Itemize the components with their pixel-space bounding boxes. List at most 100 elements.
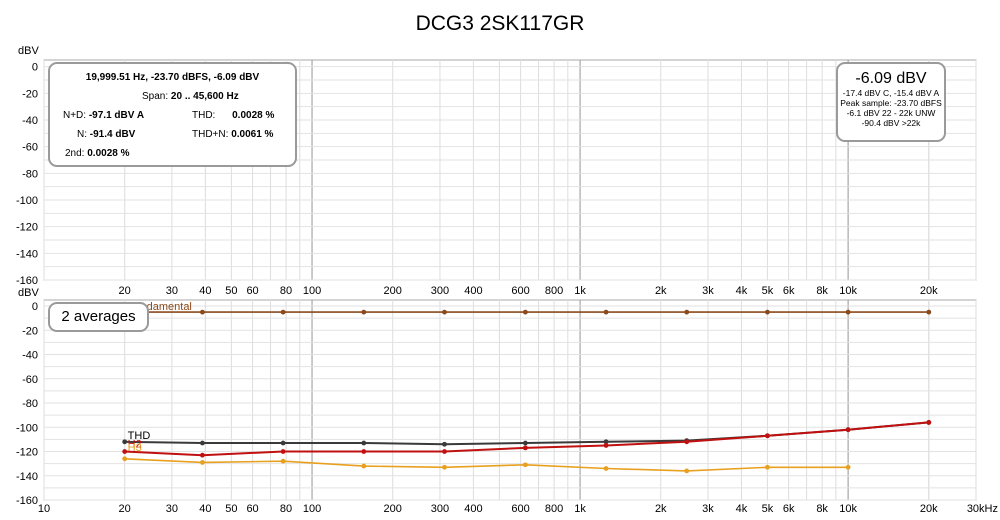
data-point-thd xyxy=(122,439,128,445)
x-tick-label: 10 xyxy=(38,503,50,515)
x-tick-label: 80 xyxy=(280,503,292,515)
top-y-tick-label: 0 xyxy=(32,62,38,74)
mid-x-tick-label: 8k xyxy=(816,285,828,297)
bottom-y-tick-label: -160 xyxy=(16,495,38,507)
data-point-fundamental xyxy=(603,309,609,315)
mid-x-tick-label: 200 xyxy=(384,285,402,297)
n-value: -91.4 dBV xyxy=(89,129,136,140)
second-value: 0.0028 % xyxy=(87,148,130,159)
averages-badge[interactable]: 2 averages xyxy=(48,302,149,332)
data-point-thd xyxy=(200,440,205,446)
span-row: Span: 20 .. 45,600 Hz xyxy=(142,91,239,102)
mid-x-tick-label: 800 xyxy=(545,285,563,297)
data-point-h2 xyxy=(845,427,851,433)
level-main: -6.09 dBV xyxy=(855,70,927,87)
level-line-4: -90.4 dBV >22k xyxy=(861,118,921,128)
series-line-h3 xyxy=(124,458,849,472)
x-tick-label: 30kHz xyxy=(967,503,998,515)
x-tick-label: 20 xyxy=(119,503,131,515)
data-point-h3 xyxy=(845,464,851,470)
nd-row: N+D: -97.1 dBV A xyxy=(63,110,144,121)
x-tick-label: 100 xyxy=(303,503,321,515)
data-point-h2 xyxy=(361,449,367,454)
n-row: N: -91.4 dBV xyxy=(77,129,135,140)
bottom-y-tick-label: -100 xyxy=(16,422,38,434)
span-label: Span: xyxy=(142,91,169,102)
top-y-tick-label: -160 xyxy=(16,275,38,287)
x-tick-label: 20k xyxy=(920,503,938,515)
data-point-thd xyxy=(442,441,447,447)
x-tick-label: 5k xyxy=(762,503,774,515)
mid-x-tick-label: 4k xyxy=(736,285,748,297)
data-point-h3 xyxy=(603,466,609,471)
mid-x-tick-label: 20 xyxy=(119,285,131,297)
top-y-tick-label: -20 xyxy=(22,88,38,100)
top-y-tick-label: -80 xyxy=(22,168,38,180)
bottom-y-tick-label: -120 xyxy=(16,447,38,459)
measurement-box: 19,999.51 Hz, -23.70 dBFS, -6.09 dBV Spa… xyxy=(48,62,297,167)
data-point-fundamental xyxy=(522,309,528,315)
bottom-y-axis-label: dBV xyxy=(18,287,39,299)
second-row: 2nd: 0.0028 % xyxy=(65,148,130,159)
thdn-label: THD+N: xyxy=(192,129,229,140)
mid-x-tick-label: 60 xyxy=(246,285,258,297)
mid-x-tick-label: 10k xyxy=(839,285,857,297)
data-point-thd xyxy=(361,440,367,446)
data-point-h3 xyxy=(765,464,770,470)
top-y-tick-label: -40 xyxy=(22,115,38,127)
data-point-h2 xyxy=(684,439,690,445)
data-point-fundamental xyxy=(442,309,447,315)
x-tick-label: 3k xyxy=(702,503,714,515)
data-point-h3 xyxy=(361,463,367,469)
x-tick-label: 6k xyxy=(783,503,795,515)
x-tick-label: 40 xyxy=(199,503,211,515)
x-tick-label: 50 xyxy=(225,503,237,515)
top-y-axis-label: dBV xyxy=(18,45,39,57)
thd-row: THD: 0.0028 % xyxy=(192,110,274,121)
data-point-h3 xyxy=(280,458,286,464)
mid-x-tick-label: 400 xyxy=(464,285,482,297)
data-point-fundamental xyxy=(361,309,367,315)
top-y-tick-label: -140 xyxy=(16,248,38,260)
nd-label: N+D: xyxy=(63,110,87,121)
x-tick-label: 30 xyxy=(166,503,178,515)
data-point-h2 xyxy=(603,443,609,448)
x-tick-label: 300 xyxy=(431,503,449,515)
mid-x-tick-label: 300 xyxy=(431,285,449,297)
thd-label: THD: xyxy=(192,110,216,121)
thd-value: 0.0028 % xyxy=(232,110,275,121)
series-label-thd: THD xyxy=(128,430,151,442)
chart-title: DCG3 2SK117GR xyxy=(416,12,585,35)
mid-x-tick-label: 50 xyxy=(225,285,237,297)
data-point-h2 xyxy=(280,449,286,454)
mid-x-tick-label: 3k xyxy=(702,285,714,297)
bottom-y-tick-label: -40 xyxy=(22,350,38,362)
top-y-tick-label: -60 xyxy=(22,142,38,154)
level-line-3: -6.1 dBV 22 - 22k UNW xyxy=(846,108,936,118)
data-point-h3 xyxy=(200,460,205,465)
mid-x-tick-label: 40 xyxy=(199,285,211,297)
bottom-y-tick-label: -20 xyxy=(22,325,38,337)
data-point-h2 xyxy=(442,449,447,454)
data-point-thd xyxy=(522,440,528,446)
x-tick-label: 60 xyxy=(246,503,258,515)
x-tick-label: 4k xyxy=(736,503,748,515)
level-line-2: Peak sample: -23.70 dBFS xyxy=(840,98,942,108)
data-point-fundamental xyxy=(926,309,932,315)
mid-x-tick-label: 5k xyxy=(762,285,774,297)
data-point-fundamental xyxy=(765,309,770,315)
bottom-y-tick-label: -140 xyxy=(16,471,38,483)
data-point-h2 xyxy=(926,420,932,425)
x-tick-label: 600 xyxy=(511,503,529,515)
x-tick-label: 800 xyxy=(545,503,563,515)
data-point-h3 xyxy=(684,468,690,474)
data-point-h2 xyxy=(522,445,528,451)
measurement-header: 19,999.51 Hz, -23.70 dBFS, -6.09 dBV xyxy=(85,72,260,83)
second-label: 2nd: xyxy=(65,148,85,159)
thdn-value: 0.0061 % xyxy=(231,129,274,140)
level-line-1: -17.4 dBV C, -15.4 dBV A xyxy=(842,88,940,98)
mid-x-tick-label: 6k xyxy=(783,285,795,297)
data-point-h3 xyxy=(442,464,447,470)
x-tick-label: 2k xyxy=(655,503,667,515)
